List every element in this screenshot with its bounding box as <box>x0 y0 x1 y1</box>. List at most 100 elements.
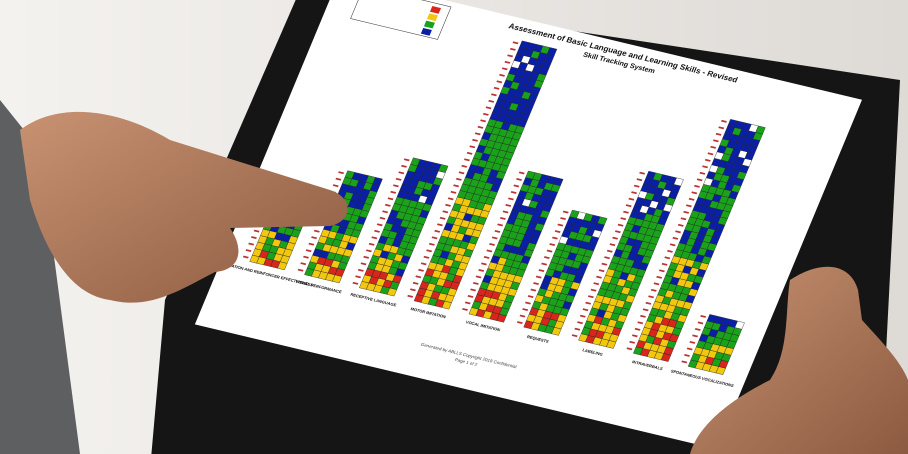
row-label <box>368 242 375 246</box>
row-label <box>458 171 465 175</box>
row-label <box>656 275 663 279</box>
row-label <box>482 112 489 116</box>
row-label <box>620 217 627 221</box>
row-label <box>426 249 433 253</box>
row-label <box>497 223 504 227</box>
row-label <box>494 230 501 233</box>
row-label <box>546 249 553 253</box>
row-label <box>436 223 443 227</box>
row-label <box>623 210 629 214</box>
row-label <box>614 230 621 234</box>
row-label <box>510 191 517 194</box>
row-label <box>653 282 660 286</box>
row-label <box>428 242 435 246</box>
row-label <box>382 210 389 214</box>
row-label <box>661 262 668 266</box>
row-label <box>560 217 566 221</box>
row-label <box>628 197 635 201</box>
grid-cell <box>372 177 383 186</box>
row-label <box>721 119 727 123</box>
grid-cell <box>673 177 684 187</box>
row-label <box>507 197 514 201</box>
row-label <box>631 191 638 195</box>
row-label <box>650 288 657 292</box>
row-label <box>557 223 564 227</box>
row-label <box>637 321 644 325</box>
row-label <box>704 158 711 162</box>
screen: Assessment of Basic Language and Learnin… <box>194 0 863 450</box>
row-label <box>461 164 468 168</box>
row-label <box>401 164 407 168</box>
row-label <box>680 217 687 221</box>
row-label <box>445 203 451 207</box>
legend-swatch <box>423 20 435 29</box>
column-label: REQUESTS <box>526 334 550 344</box>
row-label <box>672 236 679 240</box>
row-label <box>530 288 537 292</box>
row-label <box>694 327 701 331</box>
row-label <box>636 178 643 182</box>
row-label <box>702 165 709 169</box>
row-label <box>308 242 315 246</box>
row-label <box>664 256 671 260</box>
row-label <box>250 236 257 239</box>
row-label <box>593 282 600 286</box>
row-label <box>604 256 611 260</box>
row-label <box>379 216 386 220</box>
row-label <box>455 177 462 181</box>
row-label <box>384 203 391 207</box>
row-label <box>512 41 519 45</box>
row-label <box>360 262 367 266</box>
row-label <box>409 288 416 292</box>
row-label <box>533 282 539 286</box>
row-label <box>642 308 649 312</box>
row-label <box>420 262 427 266</box>
row-label <box>478 269 485 272</box>
grid-cell <box>597 216 608 226</box>
row-label <box>390 190 397 194</box>
row-label <box>639 171 646 175</box>
row-label <box>684 353 690 357</box>
row-label <box>574 327 581 331</box>
row-label <box>675 230 682 234</box>
row-label <box>499 73 505 77</box>
grid-cell <box>755 125 766 135</box>
row-label <box>469 145 476 149</box>
row-label <box>412 281 419 285</box>
row-label <box>501 67 508 71</box>
row-label <box>683 210 690 214</box>
row-label <box>335 177 342 181</box>
row-label <box>579 314 586 318</box>
row-label <box>403 158 410 162</box>
grid-cell <box>546 47 558 56</box>
row-label <box>470 288 477 292</box>
row-label <box>645 301 652 305</box>
row-label <box>496 80 503 84</box>
row-label <box>626 347 633 351</box>
row-label <box>439 216 446 220</box>
row-label <box>697 321 704 325</box>
row-label <box>493 86 500 90</box>
legend-swatch <box>420 27 432 36</box>
grid-cell <box>438 164 449 173</box>
row-label <box>475 275 482 279</box>
row-label <box>332 184 339 188</box>
row-label <box>485 106 492 110</box>
row-label <box>587 295 594 299</box>
row-label <box>450 190 457 194</box>
row-label <box>598 269 605 273</box>
row-label <box>667 249 673 253</box>
column-label: LABELING <box>582 347 604 356</box>
row-label <box>694 184 700 188</box>
row-label <box>311 236 318 240</box>
row-label <box>371 236 378 240</box>
row-label <box>357 268 364 272</box>
row-label <box>355 275 362 279</box>
row-label <box>363 255 370 259</box>
row-label <box>491 236 498 240</box>
row-label <box>612 236 619 240</box>
row-label <box>464 301 471 305</box>
row-label <box>541 262 548 266</box>
row-label <box>516 321 523 325</box>
